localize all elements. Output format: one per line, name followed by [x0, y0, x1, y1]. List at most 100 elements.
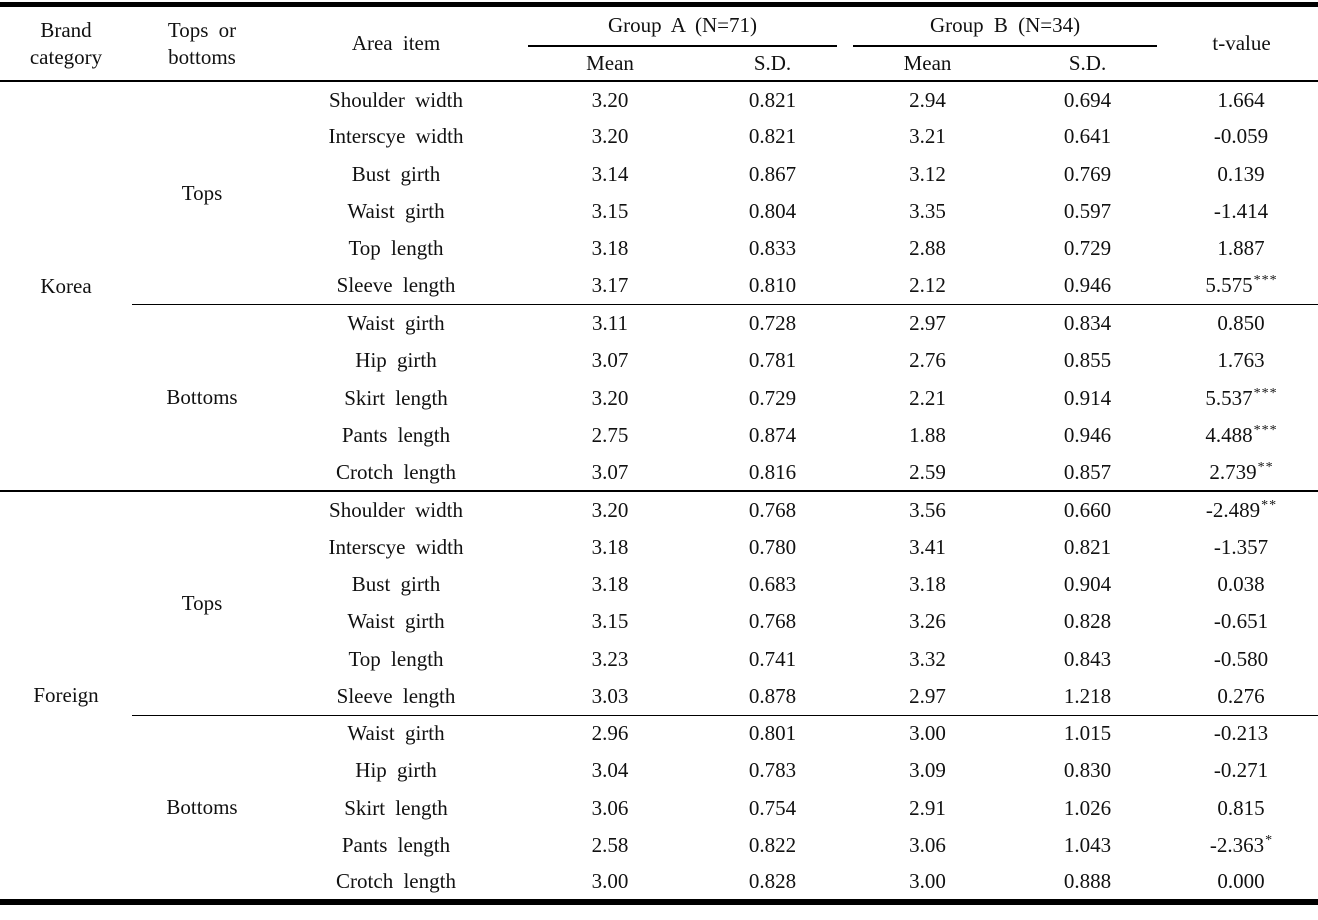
item-cell: Pants length: [341, 833, 451, 858]
t-value-cell: -0.059: [1165, 118, 1318, 155]
table-row: Sleeve length 3.17 0.810 2.12 0.946 5.57…: [0, 267, 1318, 304]
item-cell: Waist girth: [272, 304, 520, 343]
t-value: 0.000: [1217, 868, 1265, 893]
t-value: 1.664: [1217, 87, 1265, 112]
item-cell: Top length: [348, 236, 444, 261]
a-sd-cell: 0.683: [748, 572, 797, 596]
a-mean-cell: 3.11: [520, 304, 700, 343]
b-sd-cell: 0.830: [1063, 758, 1112, 783]
t-value-cell: -0.651: [1165, 603, 1318, 640]
table-row: Bottoms Waist girth 3.11 0.728 2.97 0.83…: [0, 304, 1318, 492]
group-b-sd-header: S.D.: [1068, 51, 1107, 75]
area-item-header: Area item: [351, 31, 441, 55]
b-mean-cell: 2.88: [909, 236, 946, 261]
a-mean-cell: 3.20: [520, 490, 700, 529]
b-sd-cell: 1.015: [1010, 714, 1166, 753]
a-sd-cell: 0.816: [748, 459, 797, 484]
t-value-cell: -0.213: [1165, 714, 1318, 753]
a-sd-cell: 0.728: [700, 304, 846, 343]
b-sd-cell: 0.946: [1063, 422, 1112, 447]
item-cell: Interscye width: [328, 534, 464, 559]
table-row: Skirt length 3.20 0.729 2.21 0.914 5.537…: [0, 379, 1318, 416]
type-cell: Tops: [132, 490, 272, 716]
t-value-cell: -1.414: [1165, 193, 1318, 230]
t-value-cell: 0.850: [1165, 304, 1318, 343]
a-mean-cell: 3.00: [591, 868, 629, 893]
item-cell: Skirt length: [344, 795, 448, 820]
type-cell: Bottoms: [132, 714, 272, 902]
table-row: Interscye width 3.18 0.780 3.41 0.821 -1…: [0, 529, 1318, 566]
table-row: Pants length 2.58 0.822 3.06 1.043 -2.36…: [0, 827, 1318, 864]
item-cell: Shoulder width: [329, 87, 463, 112]
b-sd-cell: 0.888: [1063, 868, 1112, 893]
t-value: -0.271: [1213, 758, 1269, 783]
b-mean-cell: 3.21: [909, 124, 946, 149]
group-b-mean-header: Mean: [903, 51, 952, 75]
a-mean-cell: 2.75: [591, 422, 629, 447]
a-mean-cell: 3.07: [591, 348, 629, 373]
b-mean-cell: 2.97: [845, 304, 1011, 343]
b-mean-cell: 2.12: [909, 273, 946, 298]
a-mean-cell: 3.03: [591, 683, 629, 708]
table-row: Interscye width 3.20 0.821 3.21 0.641 -0…: [0, 118, 1318, 155]
t-value-cell: 2.739**: [1165, 454, 1318, 491]
tops-or-bottoms-header: Tops or bottoms: [132, 5, 272, 82]
significance-asterisks: **: [1257, 459, 1274, 475]
b-mean-cell: 3.00: [845, 714, 1011, 753]
type-cell: Tops: [181, 180, 223, 205]
a-mean-cell: 2.96: [520, 714, 700, 753]
t-value: 2.739: [1209, 459, 1257, 484]
t-value: -2.489: [1205, 497, 1261, 522]
a-mean-cell: 3.06: [591, 795, 629, 820]
item-cell: Crotch length: [336, 459, 456, 484]
item-cell: Bust girth: [351, 572, 441, 596]
t-value-cell: -0.580: [1165, 640, 1318, 677]
item-cell: Pants length: [341, 422, 451, 447]
b-mean-cell: 3.09: [909, 758, 946, 783]
table-row: Foreign Tops Shoulder width 3.20 0.768 3…: [0, 490, 1318, 902]
t-value: 1.763: [1217, 348, 1265, 373]
table-row: Top length 3.18 0.833 2.88 0.729 1.887: [0, 230, 1318, 267]
table-row: Korea Tops Shoulder width 3.20 0.821 2.9…: [0, 81, 1318, 298]
b-mean-cell: 3.12: [909, 161, 946, 186]
t-value: 0.276: [1217, 683, 1265, 708]
a-sd-cell: 0.741: [748, 646, 797, 671]
b-mean-cell: 3.18: [909, 572, 946, 596]
item-cell: Skirt length: [344, 385, 448, 410]
t-value: 0.038: [1217, 572, 1265, 596]
table-row: Waist girth 3.15 0.804 3.35 0.597 -1.414: [0, 193, 1318, 230]
table-header: Brand category Tops or bottoms Area item…: [0, 5, 1318, 82]
b-mean-cell: 3.00: [909, 868, 946, 893]
significance-asterisks: **: [1261, 497, 1278, 513]
a-mean-cell: 3.18: [591, 534, 629, 559]
b-sd-cell: 0.641: [1063, 124, 1112, 149]
a-sd-cell: 0.867: [748, 161, 797, 186]
table-row: Bust girth 3.14 0.867 3.12 0.769 0.139: [0, 156, 1318, 193]
a-sd-cell: 0.754: [748, 795, 797, 820]
b-sd-cell: 0.834: [1010, 304, 1166, 343]
t-value-cell: -2.489**: [1165, 490, 1318, 529]
b-mean-cell: 2.94: [909, 87, 946, 112]
t-value: 0.815: [1217, 795, 1265, 820]
a-sd-cell: 0.822: [748, 833, 797, 858]
a-mean-cell: 3.18: [591, 236, 629, 261]
t-value: 5.537: [1205, 385, 1253, 410]
item-cell: Sleeve length: [336, 273, 456, 298]
t-value-header: t-value: [1212, 31, 1271, 55]
a-mean-cell: 3.20: [591, 385, 629, 410]
a-sd-cell: 0.729: [748, 385, 797, 410]
header-row-top: Brand category Tops or bottoms Area item…: [0, 5, 1318, 69]
b-sd-cell: 1.026: [1063, 795, 1112, 820]
t-value: 1.887: [1217, 236, 1265, 261]
t-value-cell: 5.537***: [1165, 379, 1318, 416]
b-sd-cell: 0.843: [1063, 646, 1112, 671]
b-mean-cell: 3.35: [909, 199, 946, 224]
item-cell: Crotch length: [336, 868, 456, 893]
item-cell: Waist girth: [347, 199, 445, 224]
brand-cell: Foreign: [0, 490, 132, 902]
t-value: -1.357: [1213, 534, 1269, 559]
a-sd-cell: 0.783: [748, 758, 797, 783]
b-mean-cell: 1.88: [909, 422, 946, 447]
table-row: Hip girth 3.07 0.781 2.76 0.855 1.763: [0, 342, 1318, 379]
table-row: Hip girth 3.04 0.783 3.09 0.830 -0.271: [0, 752, 1318, 789]
